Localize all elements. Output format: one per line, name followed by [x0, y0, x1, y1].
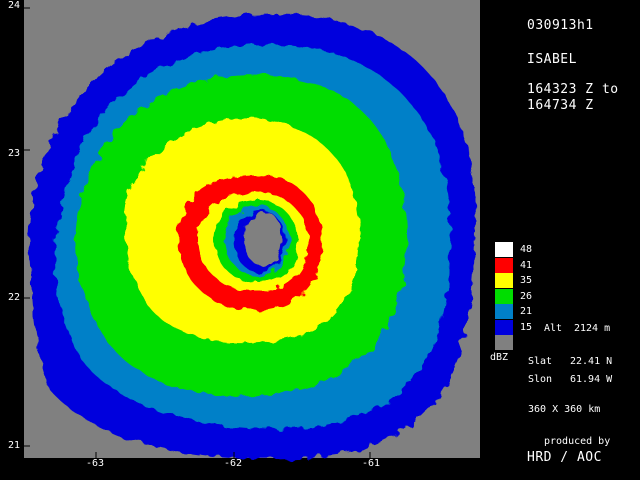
legend-swatch: [495, 304, 513, 319]
legend-swatch: [495, 273, 513, 288]
slon-value: 61.94 W: [570, 374, 613, 385]
legend-label: 15: [520, 321, 533, 333]
legend-swatch: [495, 242, 513, 257]
extent-label: 360 X 360 km: [528, 404, 601, 415]
y-tick-24: 24: [8, 0, 21, 11]
legend-label: 35: [520, 275, 533, 286]
x-tick-62: -62: [224, 458, 243, 469]
y-tick-22: 22: [8, 292, 21, 303]
legend-swatch: [495, 335, 513, 350]
legend-unit: dBZ: [490, 352, 509, 363]
legend-swatch: [495, 319, 513, 335]
reflectivity-field: [29, 13, 476, 460]
slat-label: Slat: [528, 356, 553, 367]
legend-label: 26: [520, 290, 533, 302]
alt-label: Alt: [544, 323, 563, 334]
legend-swatch: [495, 288, 513, 304]
x-tick-63: -63: [86, 458, 105, 469]
slon-label: Slon: [528, 374, 553, 385]
x-tick-61: -61: [362, 458, 381, 469]
time-range-end: 164734 Z: [527, 98, 594, 113]
storm-name: ISABEL: [527, 52, 577, 67]
eye: [244, 212, 282, 266]
time-range-start: 164323 Z to: [527, 82, 619, 97]
legend-label: 41: [520, 259, 533, 271]
legend-swatch: [495, 257, 513, 273]
y-tick-21: 21: [8, 440, 21, 451]
slat-value: 22.41 N: [570, 356, 613, 367]
alt-value: 2124 m: [574, 323, 611, 334]
legend-label: 48: [520, 244, 533, 255]
credit-line-1: produced by: [544, 436, 611, 447]
legend-label: 21: [520, 306, 533, 317]
credit-line-2: HRD / AOC: [527, 450, 602, 465]
flight-id: 030913h1: [527, 18, 594, 33]
y-tick-23: 23: [8, 148, 21, 159]
